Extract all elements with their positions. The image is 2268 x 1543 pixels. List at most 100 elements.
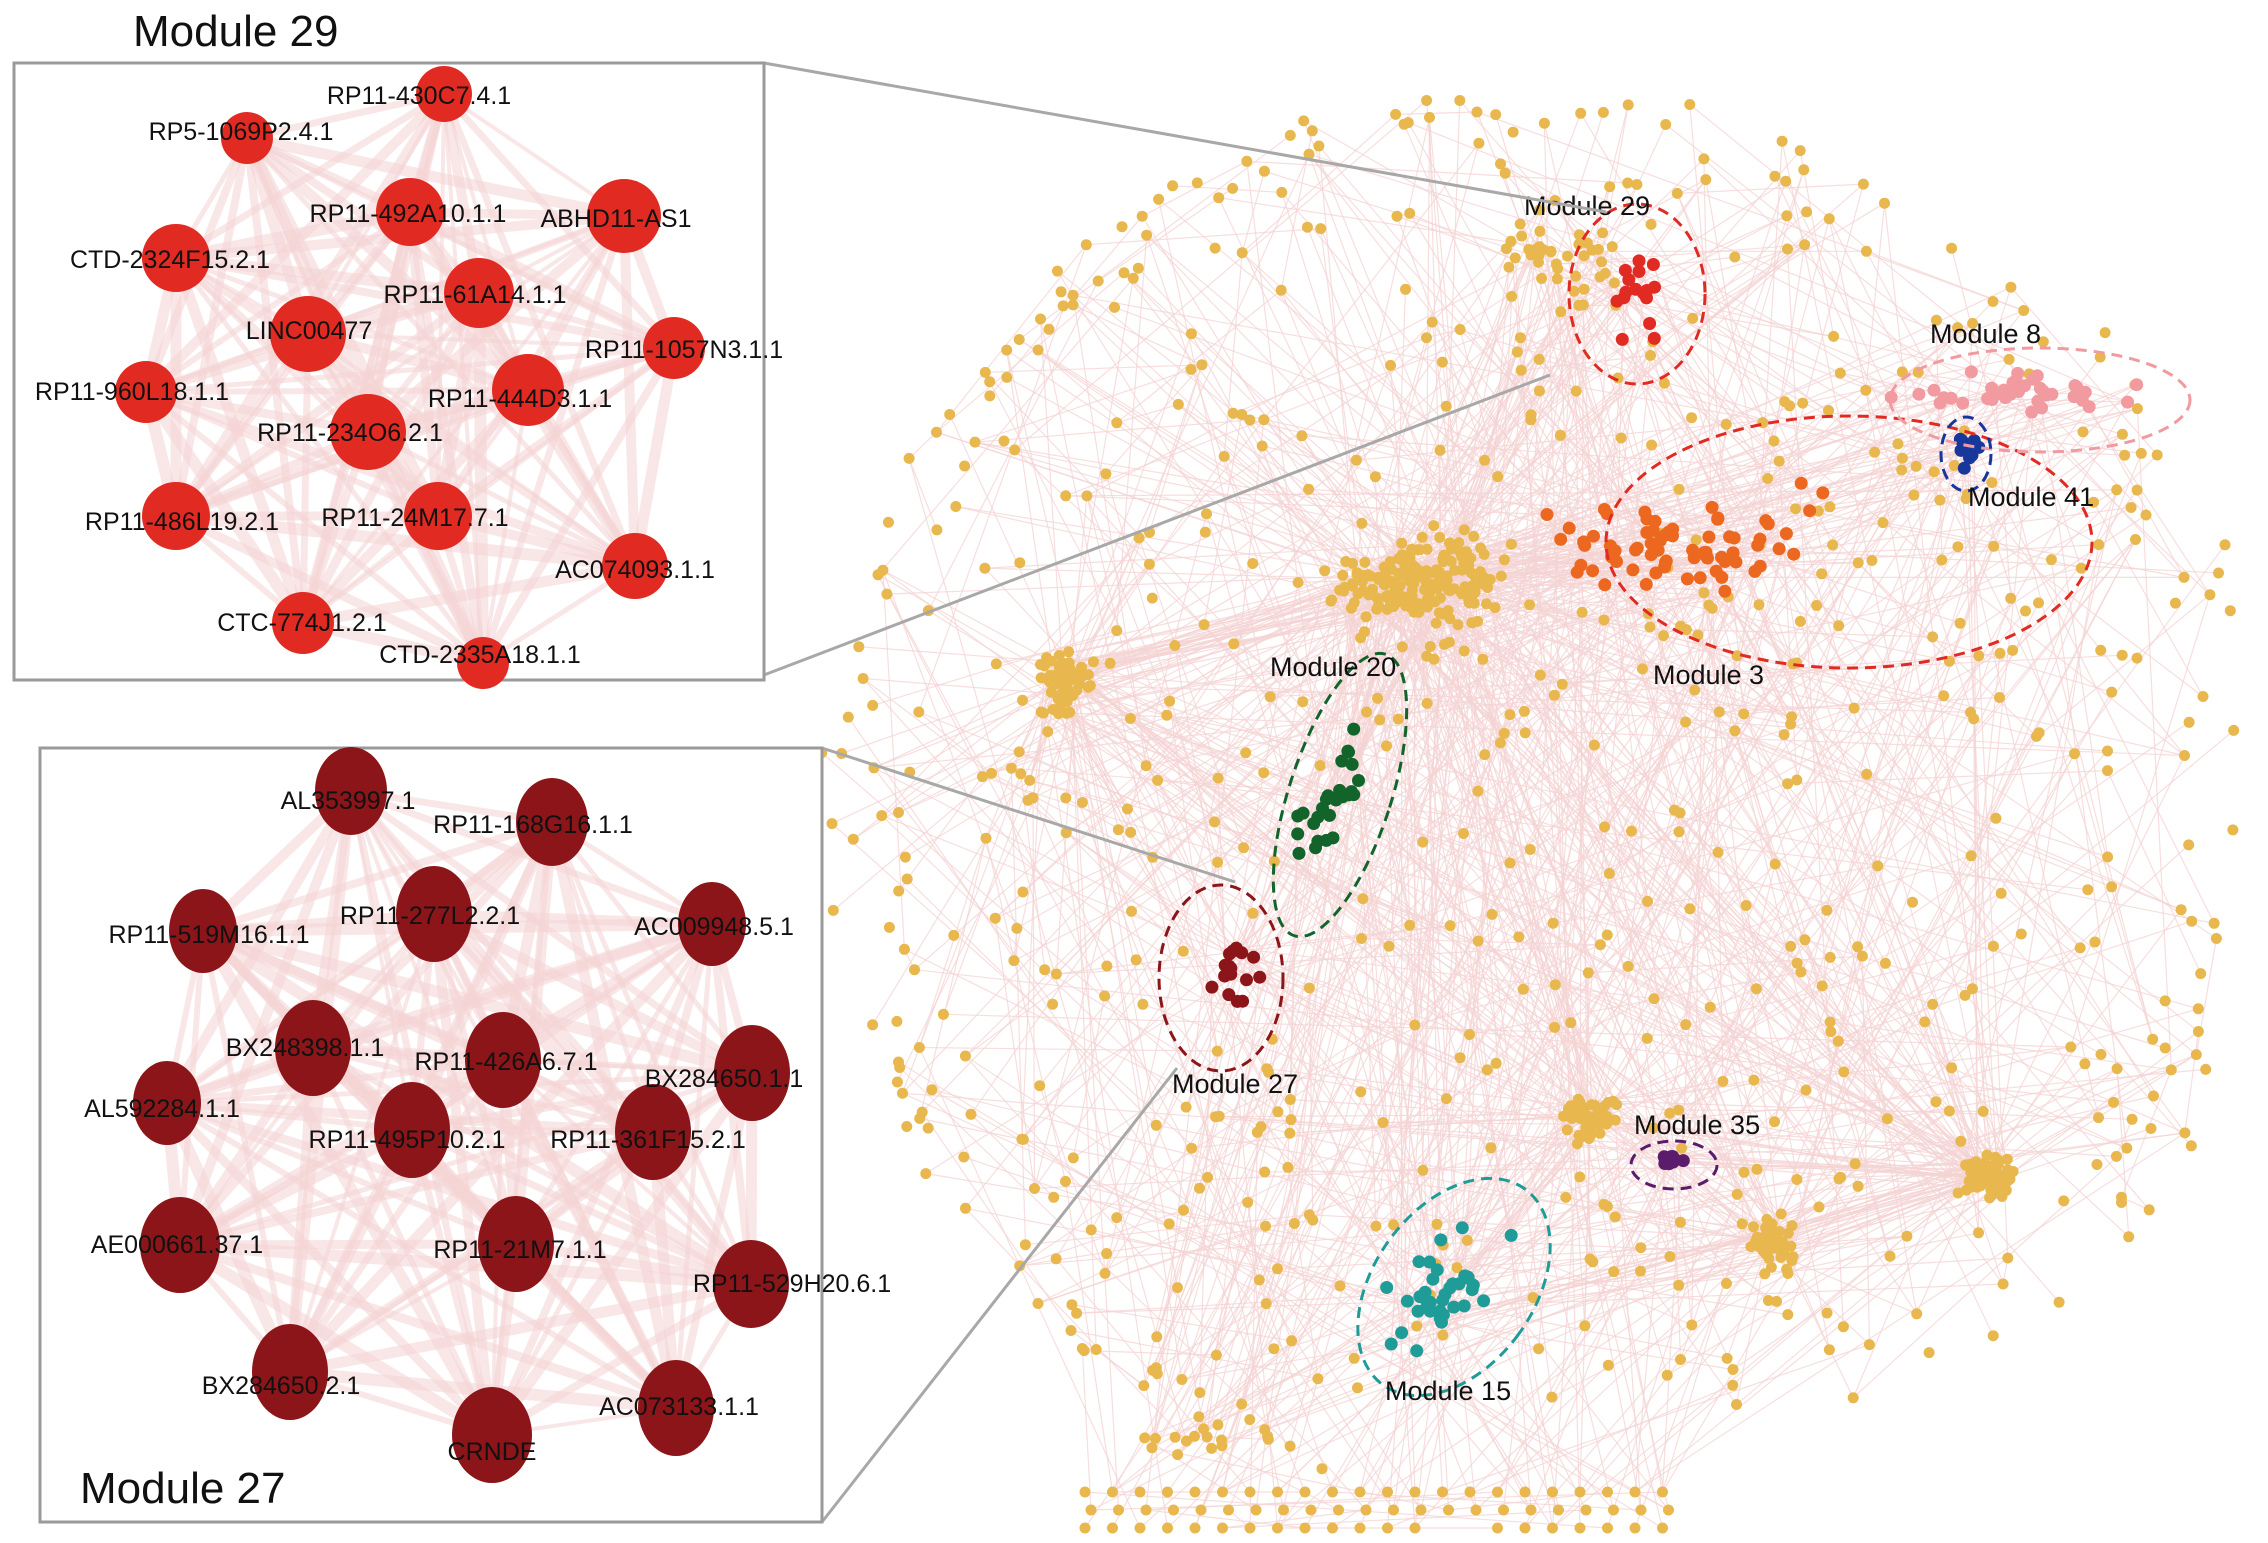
- network-edge: [1174, 1132, 1291, 1438]
- network-node: [1823, 213, 1835, 225]
- network-node: [1927, 631, 1939, 643]
- network-node: [1824, 1016, 1836, 1028]
- module-3-node: [1639, 577, 1653, 591]
- network-edge: [2070, 594, 2211, 1048]
- network-node: [1146, 1442, 1158, 1454]
- module-20-node: [1345, 757, 1359, 771]
- network-node: [1568, 285, 1580, 297]
- module-3-node: [1715, 570, 1729, 584]
- node-label: BX284650.1.1: [645, 1065, 803, 1093]
- network-edge: [1143, 377, 1619, 1386]
- network-node: [1860, 245, 1872, 257]
- network-node: [1816, 980, 1828, 992]
- network-edge: [1471, 1080, 1724, 1291]
- network-edge: [1902, 371, 2123, 435]
- network-edge: [1614, 439, 1961, 1218]
- network-node: [1363, 589, 1375, 601]
- network-node: [1572, 1093, 1584, 1105]
- network-edge: [1593, 181, 1787, 746]
- module-8-node: [2121, 395, 2135, 409]
- network-node: [1434, 531, 1446, 543]
- network-node: [1604, 181, 1616, 193]
- network-edge: [919, 1117, 1208, 1178]
- network-edge: [1767, 478, 1918, 1314]
- module-3-node: [1578, 538, 1592, 552]
- network-edge: [1449, 124, 1667, 591]
- network-node: [1852, 941, 1864, 953]
- module-35-node: [1664, 1150, 1678, 1164]
- node-label: BX284650.2.1: [202, 1372, 360, 1400]
- network-node: [2111, 484, 2123, 496]
- network-node: [1784, 400, 1796, 412]
- node-label: CTD-2335A18.1.1: [379, 641, 581, 669]
- module-20-node: [1296, 806, 1310, 820]
- network-node: [1050, 1253, 1062, 1265]
- network-edge: [1072, 295, 1147, 766]
- network-node: [1116, 221, 1128, 233]
- network-node: [1495, 570, 1507, 582]
- network-edge: [873, 767, 1054, 1005]
- module-29-panel-node: [270, 296, 346, 372]
- network-edge: [1058, 665, 1757, 990]
- network-node: [979, 562, 991, 574]
- network-node: [1780, 175, 1792, 187]
- network-node: [1034, 1080, 1046, 1092]
- network-node: [1608, 1266, 1620, 1278]
- module-8-node: [1912, 387, 1926, 401]
- network-edge: [1703, 384, 2137, 594]
- network-edge: [1088, 674, 2108, 752]
- network-node: [1824, 951, 1836, 963]
- network-edge: [1686, 629, 1933, 638]
- network-edge: [1145, 719, 1380, 767]
- network-node: [1017, 694, 1028, 706]
- network-edge: [1215, 1116, 1420, 1263]
- network-node: [1136, 210, 1148, 222]
- network-node: [1776, 1242, 1788, 1254]
- network-node: [1648, 1122, 1659, 1134]
- module-15-node: [1410, 1344, 1424, 1358]
- network-node: [1472, 935, 1484, 947]
- network-edge: [1383, 1117, 1581, 1124]
- module-27-panel-node: [516, 778, 588, 866]
- module-3-node: [1761, 517, 1775, 531]
- network-node: [1409, 1522, 1421, 1534]
- network-node: [976, 771, 988, 783]
- module-15-node: [1504, 1228, 1518, 1242]
- node-label: RP11-21M7.1.1: [433, 1236, 606, 1264]
- panel-edge: [173, 254, 638, 570]
- network-edge: [1139, 1263, 1437, 1529]
- network-node: [1574, 1522, 1586, 1534]
- network-node: [1189, 1486, 1201, 1498]
- network-node: [1794, 615, 1806, 627]
- network-node: [1011, 922, 1023, 934]
- network-edge: [1291, 559, 1943, 1342]
- network-edge: [1733, 384, 2136, 539]
- network-node: [2169, 597, 2181, 609]
- module-3-node: [1626, 563, 1640, 577]
- network-edge: [902, 1092, 1992, 1180]
- network-node: [1350, 454, 1362, 466]
- network-node: [926, 1084, 938, 1096]
- network-edge: [1426, 328, 1461, 339]
- module-27-ellipse: [1157, 883, 1285, 1073]
- network-node: [1241, 155, 1253, 167]
- network-edge: [1578, 243, 2100, 546]
- module-15-node: [1395, 1326, 1409, 1340]
- network-edge: [898, 561, 1391, 814]
- network-edge: [1289, 922, 1554, 1100]
- network-node: [1689, 684, 1701, 696]
- network-node: [944, 409, 956, 420]
- network-node: [1811, 600, 1823, 611]
- network-edge: [1345, 561, 1458, 1268]
- network-node: [1126, 905, 1137, 917]
- network-edge: [1335, 799, 1933, 1005]
- network-node: [1952, 322, 1964, 334]
- network-node: [1411, 1320, 1423, 1332]
- module-20-label: Module 20: [1270, 652, 1396, 682]
- network-node: [842, 711, 854, 723]
- module-3-node: [1554, 532, 1568, 546]
- network-node: [1275, 284, 1287, 296]
- network-node: [1768, 435, 1780, 447]
- network-node: [1856, 950, 1868, 962]
- module-35-label: Module 35: [1634, 1110, 1760, 1140]
